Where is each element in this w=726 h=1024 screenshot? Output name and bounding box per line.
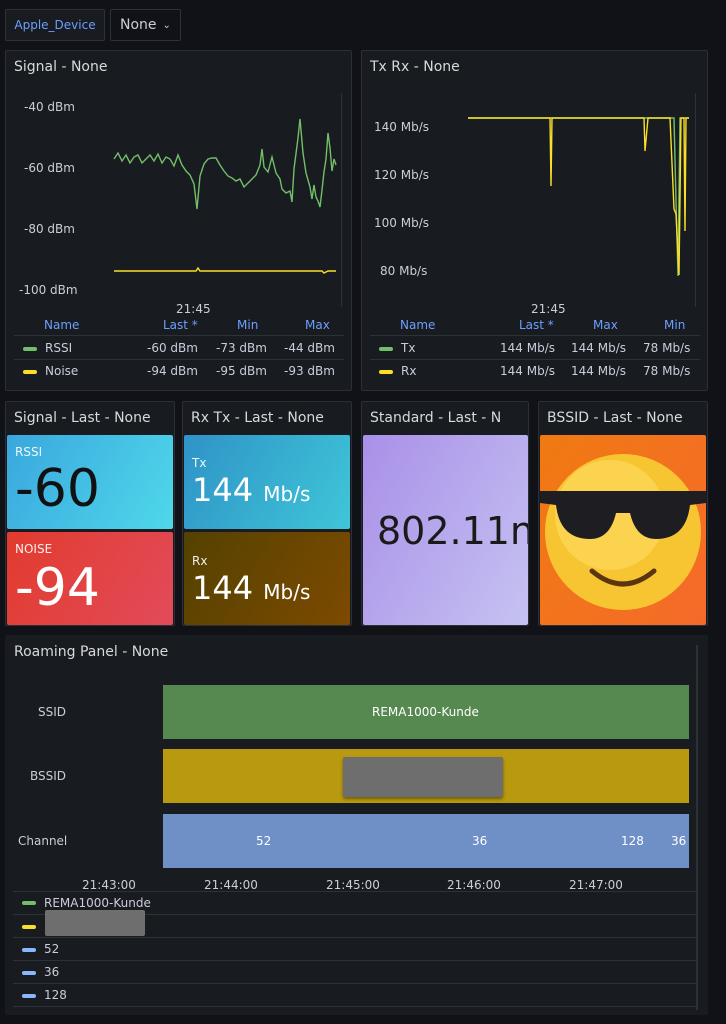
noise-legend-swatch — [23, 370, 37, 374]
noise-stat-value: -94 — [15, 558, 100, 618]
txrx-panel-title: Tx Rx - None — [370, 59, 460, 75]
tx-legend-max: 144 Mb/s — [571, 341, 626, 355]
txrx-legend-header-name[interactable]: Name — [400, 318, 436, 332]
tx-series-line — [468, 117, 689, 277]
rx-stat-tile: Rx 144 Mb/s — [184, 532, 350, 625]
standard-last-panel[interactable]: Standard - Last - N 802.11n — [361, 401, 529, 626]
noise-stat-label: NOISE — [15, 542, 53, 556]
rssi-legend-last: -60 dBm — [147, 341, 198, 355]
chevron-down-icon: ⌄ — [162, 19, 171, 31]
rx-legend-swatch — [379, 370, 393, 374]
standard-last-title: Standard - Last - N — [370, 410, 502, 426]
rssi-legend-swatch — [23, 347, 37, 351]
tx-legend-last: 144 Mb/s — [500, 341, 555, 355]
bssid-stat-tile — [540, 435, 706, 625]
signal-legend-header-min[interactable]: Min — [237, 318, 259, 332]
rx-legend-max: 144 Mb/s — [571, 364, 626, 378]
noise-stat-tile: NOISE -94 — [7, 532, 173, 625]
tx-legend-name[interactable]: Tx — [401, 341, 416, 355]
bssid-last-panel[interactable]: BSSID - Last - None — [538, 401, 708, 626]
rx-legend-last: 144 Mb/s — [500, 364, 555, 378]
standard-stat-value: 802.11n — [377, 509, 529, 553]
tx-legend-swatch — [379, 347, 393, 351]
signal-y-tick: -80 dBm — [24, 222, 75, 236]
txrx-chart — [468, 117, 689, 277]
device-variable-value: None — [120, 17, 157, 33]
signal-legend-header-name[interactable]: Name — [44, 318, 80, 332]
signal-legend-header-last[interactable]: Last * — [163, 318, 198, 332]
tx-stat-label: Tx — [192, 456, 207, 470]
txrx-legend-header-min[interactable]: Min — [664, 318, 686, 332]
device-variable-select[interactable]: None ⌄ — [110, 9, 181, 41]
tx-legend-min: 78 Mb/s — [643, 341, 691, 355]
rx-stat-value-row: 144 Mb/s — [192, 569, 310, 607]
device-variable-label[interactable]: Apple_Device — [5, 9, 105, 41]
signal-y-tick: -100 dBm — [19, 283, 78, 297]
signal-panel-title: Signal - None — [14, 59, 108, 75]
signal-legend-divider — [14, 359, 344, 360]
txrx-plot-border — [695, 93, 696, 307]
txrx-panel[interactable]: Tx Rx - None 140 Mb/s 120 Mb/s 100 Mb/s … — [361, 50, 708, 391]
tx-stat-unit: Mb/s — [263, 482, 311, 506]
rssi-legend-name[interactable]: RSSI — [45, 341, 73, 355]
rssi-stat-tile: RSSI -60 — [7, 435, 173, 529]
roaming-panel[interactable]: Roaming Panel - None — [5, 635, 708, 1015]
roaming-panel-title: Roaming Panel - None — [14, 644, 169, 660]
signal-last-panel[interactable]: Signal - Last - None RSSI -60 NOISE -94 — [5, 401, 175, 626]
rssi-legend-max: -44 dBm — [284, 341, 335, 355]
noise-legend-max: -93 dBm — [284, 364, 335, 378]
tx-stat-value: 144 — [192, 471, 254, 509]
device-variable-label-text: Apple_Device — [14, 18, 96, 32]
rx-legend-min: 78 Mb/s — [643, 364, 691, 378]
tx-stat-tile: Tx 144 Mb/s — [184, 435, 350, 529]
bssid-last-title: BSSID - Last - None — [547, 410, 683, 426]
signal-legend-header-max[interactable]: Max — [305, 318, 330, 332]
signal-y-tick: -60 dBm — [24, 161, 75, 175]
txrx-y-tick: 140 Mb/s — [374, 120, 429, 134]
txrx-legend-divider — [370, 359, 700, 360]
rxtx-last-title: Rx Tx - Last - None — [191, 410, 324, 426]
txrx-legend-header-max[interactable]: Max — [593, 318, 618, 332]
rssi-series-line — [113, 118, 337, 210]
rssi-legend-min: -73 dBm — [216, 341, 267, 355]
txrx-y-tick: 80 Mb/s — [380, 264, 428, 278]
signal-chart — [113, 118, 337, 274]
signal-x-tick: 21:45 — [176, 302, 211, 316]
signal-panel[interactable]: Signal - None -40 dBm -60 dBm -80 dBm -1… — [5, 50, 352, 391]
noise-series-line — [114, 266, 336, 274]
signal-legend-divider — [14, 335, 344, 336]
txrx-y-tick: 120 Mb/s — [374, 168, 429, 182]
rx-legend-name[interactable]: Rx — [401, 364, 417, 378]
rssi-stat-value: -60 — [15, 459, 100, 519]
rx-series-line — [468, 117, 689, 276]
signal-plot-border — [341, 93, 342, 307]
signal-y-tick: -40 dBm — [24, 100, 75, 114]
rx-stat-label: Rx — [192, 554, 208, 568]
noise-legend-name[interactable]: Noise — [45, 364, 79, 378]
rx-stat-unit: Mb/s — [263, 580, 311, 604]
txrx-x-tick: 21:45 — [531, 302, 566, 316]
signal-last-title: Signal - Last - None — [14, 410, 151, 426]
sunglasses-emoji-icon — [540, 454, 706, 610]
txrx-legend-divider — [370, 335, 700, 336]
txrx-y-tick: 100 Mb/s — [374, 216, 429, 230]
standard-stat-tile: 802.11n — [363, 435, 528, 625]
txrx-legend-header-last[interactable]: Last * — [519, 318, 554, 332]
noise-legend-min: -95 dBm — [216, 364, 267, 378]
tx-stat-value-row: 144 Mb/s — [192, 471, 310, 509]
rssi-stat-label: RSSI — [15, 445, 43, 459]
noise-legend-last: -94 dBm — [147, 364, 198, 378]
rx-stat-value: 144 — [192, 569, 254, 607]
rxtx-last-panel[interactable]: Rx Tx - Last - None Tx 144 Mb/s Rx 144 M… — [182, 401, 352, 626]
